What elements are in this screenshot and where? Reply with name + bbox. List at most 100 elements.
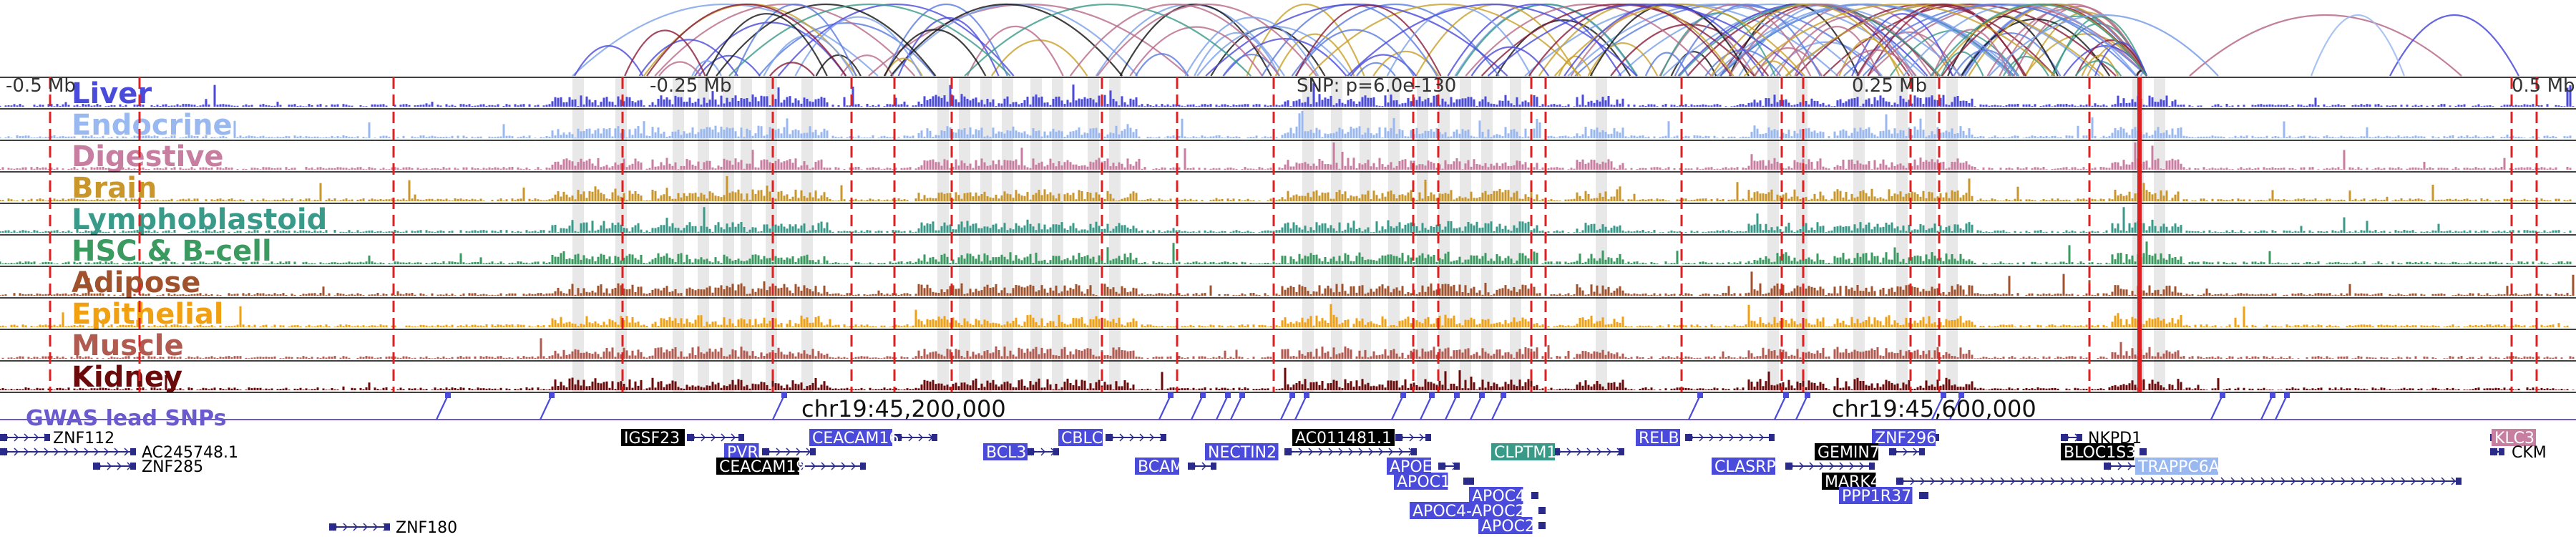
gene-strand-arrows [1109, 433, 1165, 442]
track-signal [0, 241, 2572, 264]
loop-arc [1617, 3, 1926, 77]
loop-arc [1487, 3, 1803, 77]
gene-label-bg [1469, 487, 1523, 504]
loop-arc [1587, 42, 1659, 77]
loop-arc [883, 29, 987, 77]
gene-label-bg [809, 429, 892, 446]
loop-arc [1184, 16, 1319, 77]
gene-exon [2499, 448, 2504, 455]
loop-arc [868, 3, 1189, 77]
gene-apoc2: APOC2 [1478, 517, 1546, 536]
gene-label-bg [2135, 458, 2218, 475]
gene-label-bg [1839, 487, 1913, 504]
gwas-track-label: GWAS lead SNPs [26, 406, 226, 431]
gene-exon [1919, 448, 1925, 455]
gwas-snp-marker [1454, 392, 1460, 398]
gwas-snp-marker [445, 392, 451, 398]
gwas-snp-connector [1280, 395, 1293, 420]
loop-arc [1095, 4, 1285, 77]
gene-label-bg [2061, 443, 2135, 460]
gene-exon [738, 434, 744, 441]
track-label: Digestive [72, 140, 224, 173]
track-signal [0, 207, 2572, 233]
track-digestive: Digestive [0, 140, 2576, 173]
gene-bloc1s3: BLOC1S3 [2061, 443, 2147, 462]
track-lymphoblastoid: Lymphoblastoid [0, 203, 2576, 236]
gene-label-bg [1872, 429, 1936, 446]
loop-arc [572, 3, 879, 77]
gene-strand-arrows [1556, 448, 1622, 456]
gene-exon [1211, 463, 1216, 470]
gene-exon [93, 463, 100, 470]
gene-relb: RELB [1636, 429, 1775, 448]
gwas-snp-marker [1805, 392, 1810, 398]
gwas-snp-marker [1958, 392, 1964, 398]
gene-strand-arrows [898, 433, 934, 442]
gene-trappc6a: TRAPPC6A [2104, 458, 2220, 476]
gene-exon [44, 434, 50, 441]
track-signal [1, 338, 2575, 359]
loop-arc [1274, 33, 1355, 77]
gene-strand-arrows [1288, 448, 1414, 456]
loop-arc [1194, 32, 1280, 77]
loop-arc [2013, 6, 2147, 77]
gene-ac011481-1: AC011481.1 [1292, 429, 1431, 448]
loop-arc [769, 62, 815, 77]
gwas-snp-connector [772, 395, 785, 420]
loop-arc [1455, 3, 1639, 77]
gene-exon [1896, 478, 1903, 485]
gwas-snp-connector [540, 395, 552, 420]
loop-arc [1743, 3, 2056, 77]
gene-label: BLOC1S3 [2064, 444, 2136, 462]
gene-exon [894, 434, 902, 441]
gwas-snp-marker [1304, 392, 1309, 398]
axis-tick-label: -0.25 Mb [650, 75, 731, 97]
loop-arc [658, 61, 702, 77]
loop-arc [2074, 60, 2122, 77]
loop-arc [1838, 37, 1901, 77]
gene-label: TRAPPC6A [2137, 458, 2220, 476]
loop-arc [1347, 4, 1638, 77]
gene-exon [1395, 434, 1402, 441]
gene-exon [2077, 434, 2082, 441]
gene-label: ZNF112 [53, 430, 114, 448]
gwas-snp-connector [1949, 395, 1962, 420]
gene-exon [329, 523, 336, 531]
axis-tick-label: -0.5 Mb [6, 75, 76, 97]
loop-arc [733, 4, 857, 77]
gwas-snp-connector [1230, 395, 1243, 420]
gwas-snp-marker [1400, 392, 1406, 398]
gene-label: AC011481.1 [1295, 430, 1392, 448]
loop-arc [1953, 49, 2018, 77]
track-label: Epithelial [72, 298, 224, 331]
gene-exon [130, 448, 136, 455]
gwas-snp-connector [1445, 395, 1458, 420]
gene-label: GEMIN7 [1818, 444, 1880, 462]
track-label: Lymphoblastoid [72, 203, 327, 236]
gwas-snp-marker [1697, 392, 1703, 398]
loop-arc [815, 54, 862, 77]
gene-exon [130, 463, 136, 470]
gene-ckm: CKM [2490, 444, 2547, 462]
gene-exon [1438, 463, 1445, 470]
gene-znf112: ZNF112 [0, 430, 114, 448]
gene-exon [1919, 492, 1925, 499]
loop-arc [728, 4, 1011, 77]
axis-tick-label: 0.25 Mb [1852, 75, 1927, 97]
gene-label: APOC2 [1481, 518, 1535, 536]
gwas-snp-connector [2210, 395, 2223, 420]
gene-annotation-track: ZNF112AC245748.1ZNF285ZNF180IGSF23PVRCEA… [0, 429, 2547, 537]
loop-arc [1553, 3, 1805, 77]
gene-exon [0, 448, 7, 455]
loop-arc [1862, 4, 2137, 77]
gene-exon [2104, 463, 2111, 470]
gene-exon [1106, 434, 1113, 441]
gwas-snp-markers [436, 392, 2290, 420]
gene-exon [2141, 448, 2147, 455]
gene-label: NECTIN2 [1208, 444, 1277, 462]
loop-arc [1795, 3, 2056, 77]
loop-arc [1728, 4, 1913, 77]
chromatin-loop-arcs [572, 3, 2519, 77]
gene-label-bg [1815, 443, 1878, 460]
